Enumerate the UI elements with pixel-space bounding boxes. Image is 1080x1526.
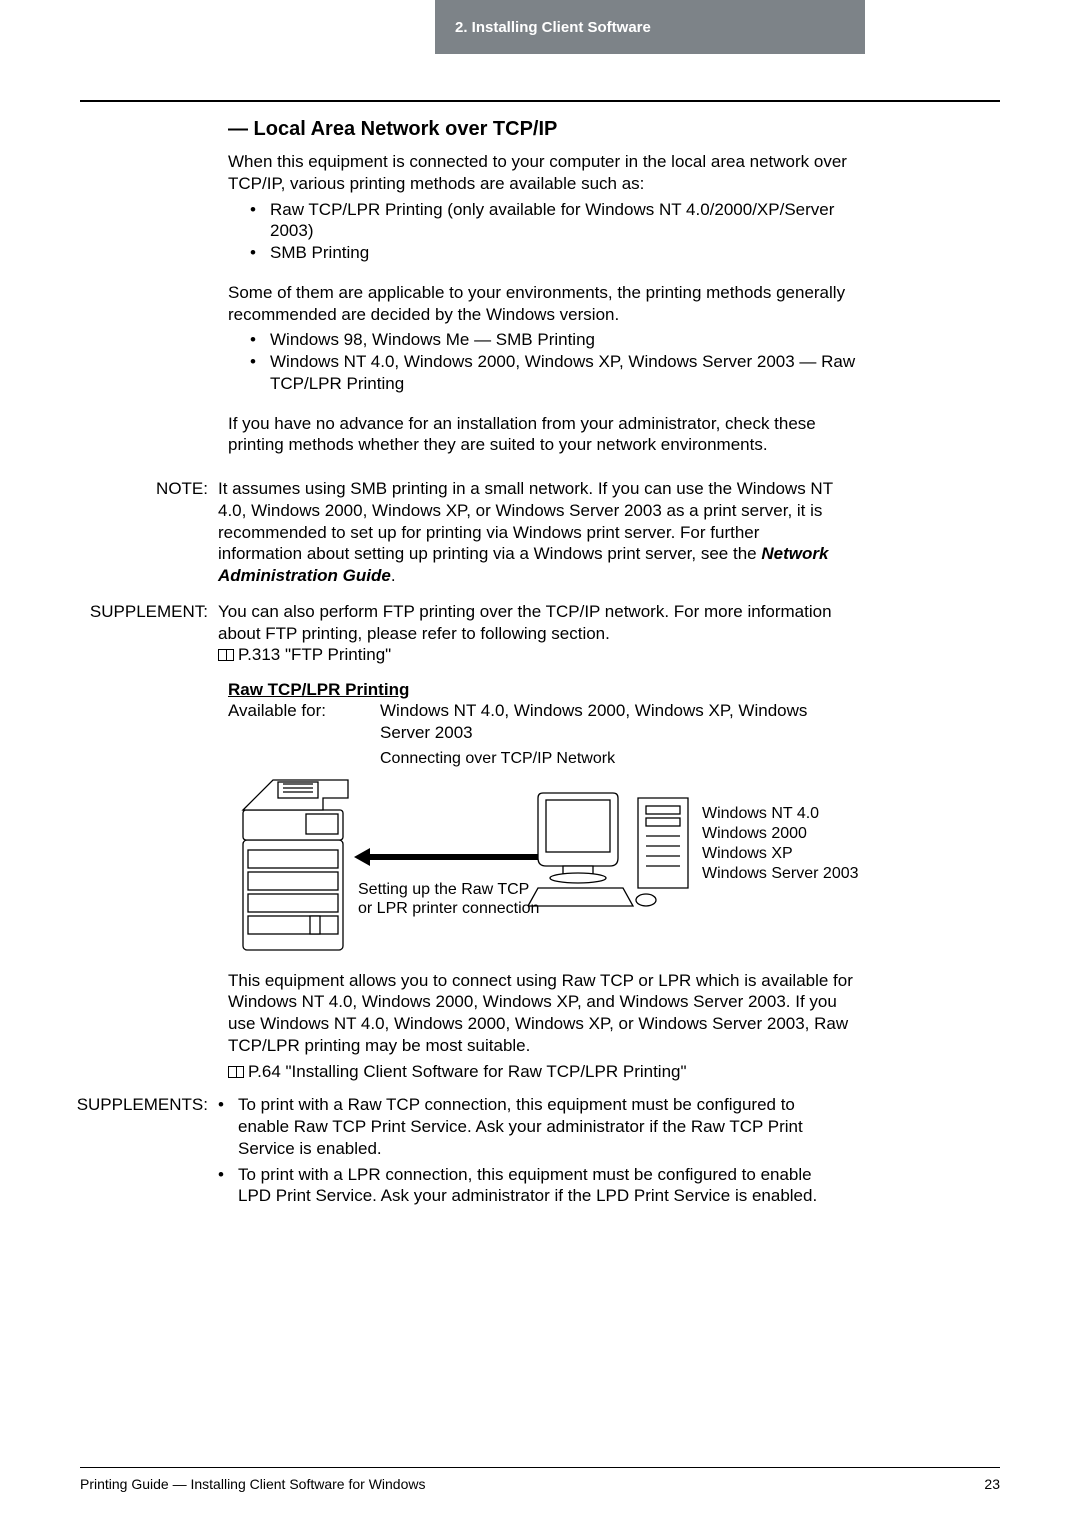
ref-line: P.64 "Installing Client Software for Raw… [228,1061,858,1083]
divider-bottom [80,1467,1000,1468]
book-icon [218,649,234,661]
supplement-ref: P.313 "FTP Printing" [238,645,391,664]
supp-item-text: To print with a Raw TCP connection, this… [238,1095,803,1158]
list-item: Windows NT 4.0, Windows 2000, Windows XP… [250,351,860,395]
supplement-text: You can also perform FTP printing over t… [218,602,832,643]
ref-text: P.64 "Installing Client Software for Raw… [248,1062,687,1081]
diagram-os-labels: Windows NT 4.0 Windows 2000 Windows XP W… [702,804,859,884]
book-icon [228,1066,244,1078]
intro-paragraph: When this equipment is connected to your… [228,151,858,195]
diagram-caption: Connecting over TCP/IP Network [380,750,615,768]
computer-icon [528,788,698,918]
chapter-title: 2. Installing Client Software [455,19,651,36]
diagram-setup-label: Setting up the Raw TCP or LPR printer co… [358,880,539,918]
supplement-body: You can also perform FTP printing over t… [218,601,848,666]
available-label: Available for: [228,700,380,744]
paragraph: This equipment allows you to connect usi… [228,970,858,1057]
intro-bullets: Raw TCP/LPR Printing (only available for… [250,199,860,264]
divider-top [80,100,1000,102]
os-bullets: Windows 98, Windows Me — SMB Printing Wi… [250,329,860,394]
available-value: Windows NT 4.0, Windows 2000, Windows XP… [380,700,858,744]
page: 2. Installing Client Software — Local Ar… [0,0,1080,1526]
note-row: NOTE: It assumes using SMB printing in a… [0,478,1080,587]
list-item: Raw TCP/LPR Printing (only available for… [250,199,860,243]
note-text-post: . [391,566,396,585]
arrow-head-icon [354,848,370,866]
note-text-pre: It assumes using SMB printing in a small… [218,479,833,563]
note-body: It assumes using SMB printing in a small… [218,478,848,587]
note-label: NOTE: [0,478,218,587]
list-item: SMB Printing [250,242,860,264]
supp-item-text: To print with a LPR connection, this equ… [238,1165,817,1206]
subheading: Raw TCP/LPR Printing [228,680,1080,700]
list-item: Windows 98, Windows Me — SMB Printing [250,329,860,351]
printer-icon [228,770,358,960]
list-item: • To print with a LPR connection, this e… [218,1164,848,1208]
supplement-row: SUPPLEMENT: You can also perform FTP pri… [0,601,1080,666]
paragraph: If you have no advance for an installati… [228,413,858,457]
chapter-banner: 2. Installing Client Software [435,0,865,54]
section-title: — Local Area Network over TCP/IP [228,118,1080,141]
content-area: — Local Area Network over TCP/IP When th… [0,118,1080,1211]
supplements-label: SUPPLEMENTS: [0,1094,218,1207]
supplement-label: SUPPLEMENT: [0,601,218,666]
supplements-row: SUPPLEMENTS: • To print with a Raw TCP c… [0,1094,1080,1207]
diagram: Connecting over TCP/IP Network [228,750,868,970]
list-item: • To print with a Raw TCP connection, th… [218,1094,848,1159]
paragraph: Some of them are applicable to your envi… [228,282,858,326]
footer-left: Printing Guide — Installing Client Softw… [80,1476,425,1492]
available-for-row: Available for: Windows NT 4.0, Windows 2… [228,700,858,744]
footer: Printing Guide — Installing Client Softw… [80,1476,1000,1492]
supplements-body: • To print with a Raw TCP connection, th… [218,1094,848,1207]
page-number: 23 [984,1476,1000,1492]
